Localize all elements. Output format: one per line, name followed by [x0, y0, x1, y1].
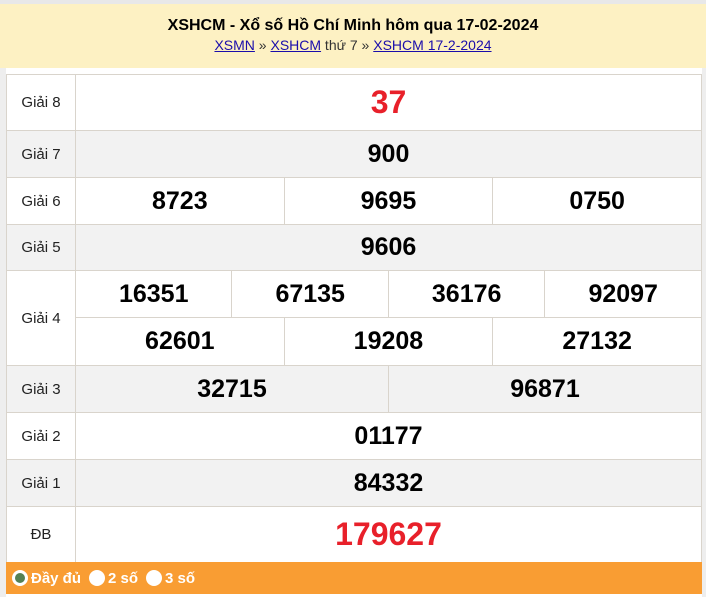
prize-number: 62601 [75, 317, 285, 366]
prize-row-4b: 62601 19208 27132 [7, 317, 702, 366]
top-border [0, 0, 706, 4]
breadcrumb-xshcm[interactable]: XSHCM [270, 37, 322, 53]
prize-number: 84332 [75, 459, 702, 507]
display-options: Đầy đủ 2 số 3 số [6, 562, 702, 594]
prize-row-special: ĐB 179627 [6, 506, 702, 563]
prize-label: Giải 6 [6, 177, 76, 225]
prize-number: 900 [75, 130, 702, 178]
prize-number: 67135 [231, 270, 389, 318]
radio-selected-icon[interactable] [12, 570, 28, 586]
prize-label: Giải 8 [6, 74, 76, 131]
option-3-digits[interactable]: 3 số [146, 570, 195, 587]
results-table: Giải 8 37 Giải 7 900 Giải 6 8723 9695 0750 Gi… [6, 74, 703, 563]
prize-number: 92097 [544, 270, 702, 318]
prize-label: Giải 2 [6, 412, 76, 460]
prize-number: 32715 [75, 365, 389, 413]
prize-number: 27132 [492, 317, 702, 366]
radio-icon[interactable] [146, 570, 163, 586]
page-title: XSHCM - Xổ số Hồ Chí Minh hôm qua 17-02-… [167, 17, 539, 34]
breadcrumb-sep: » [254, 37, 271, 53]
option-2-digits[interactable]: 2 số [89, 570, 138, 587]
prize-row-5: Giải 5 9606 [6, 224, 702, 271]
prize-number: 0750 [492, 177, 702, 225]
prize-row-6: Giải 6 8723 9695 0750 [6, 177, 702, 225]
prize-row-4: Giải 4 16351 67135 36176 92097 [6, 270, 702, 366]
prize-label: ĐB [6, 506, 76, 563]
breadcrumb-xsmn[interactable]: XSMN [214, 37, 255, 53]
prize-label: Giải 4 [6, 270, 76, 366]
prize-number: 16351 [74, 270, 233, 318]
prize-label: Giải 3 [6, 365, 76, 413]
right-border [702, 68, 706, 597]
option-label: Đầy đủ [31, 569, 82, 587]
prize-number: 36176 [387, 270, 546, 318]
prize-row-7: Giải 7 900 [6, 130, 702, 178]
option-full[interactable]: Đầy đủ [12, 570, 81, 587]
prize-number: 9695 [283, 177, 494, 225]
prize-row-1: Giải 1 84332 [6, 459, 702, 507]
prize-number: 96871 [387, 365, 703, 413]
prize-number: 19208 [283, 317, 494, 366]
left-border [0, 68, 6, 597]
prize-row-3: Giải 3 32715 96871 [6, 365, 703, 413]
prize-row-2: Giải 2 01177 [6, 412, 702, 460]
prize-label: Giải 1 [6, 459, 76, 507]
prize-number: 9606 [75, 224, 702, 271]
prize-number: 37 [75, 74, 702, 131]
option-label: 2 số [108, 569, 139, 587]
prize-number: 01177 [75, 412, 702, 460]
prize-row-8: Giải 8 37 [6, 74, 702, 131]
breadcrumb-weekday: thứ 7 [321, 37, 358, 53]
results-header: XSHCM - Xổ số Hồ Chí Minh hôm qua 17-02-… [0, 4, 706, 68]
breadcrumb: XSMN » XSHCM thứ 7 » XSHCM 17-2-2024 [0, 37, 706, 53]
breadcrumb-date[interactable]: XSHCM 17-2-2024 [373, 37, 492, 53]
prize-label: Giải 7 [6, 130, 76, 178]
prize-number: 8723 [75, 177, 285, 225]
breadcrumb-sep: » [357, 37, 374, 53]
prize-label: Giải 5 [6, 224, 76, 271]
radio-icon[interactable] [89, 570, 106, 586]
special-prize-number: 179627 [75, 506, 702, 563]
option-label: 3 số [165, 569, 196, 587]
